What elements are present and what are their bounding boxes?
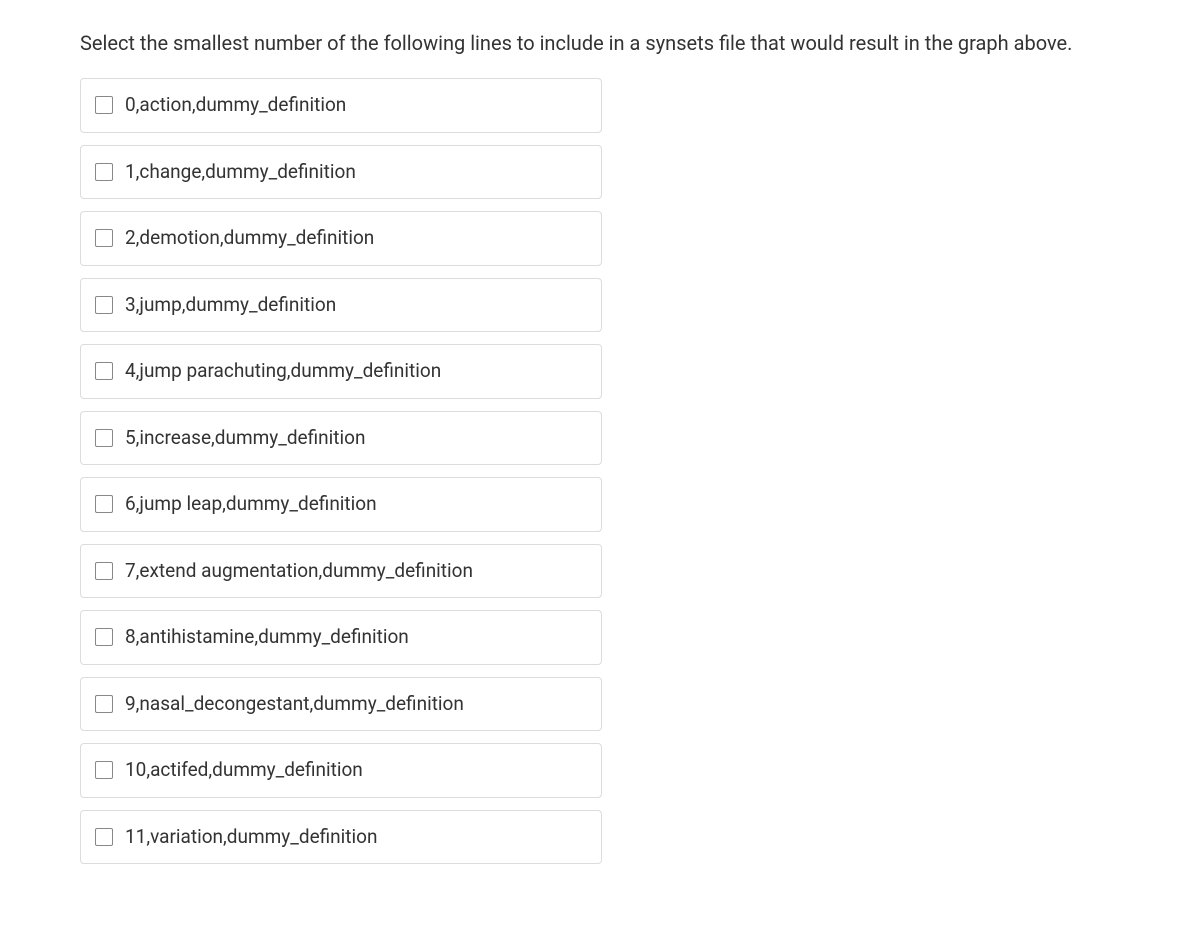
option-label: 5,increase,dummy_definition (125, 424, 365, 453)
option-item[interactable]: 0,action,dummy_definition (80, 78, 602, 133)
option-label: 1,change,dummy_definition (125, 158, 356, 187)
option-item[interactable]: 6,jump leap,dummy_definition (80, 477, 602, 532)
option-label: 0,action,dummy_definition (125, 91, 346, 120)
question-text: Select the smallest number of the follow… (80, 28, 1120, 58)
option-label: 10,actifed,dummy_definition (125, 756, 363, 785)
checkbox[interactable] (95, 362, 113, 380)
checkbox[interactable] (95, 96, 113, 114)
option-item[interactable]: 7,extend augmentation,dummy_definition (80, 544, 602, 599)
option-label: 7,extend augmentation,dummy_definition (125, 557, 473, 586)
checkbox[interactable] (95, 628, 113, 646)
checkbox[interactable] (95, 429, 113, 447)
options-container: 0,action,dummy_definition 1,change,dummy… (80, 78, 602, 864)
option-item[interactable]: 10,actifed,dummy_definition (80, 743, 602, 798)
option-label: 4,jump parachuting,dummy_definition (125, 357, 441, 386)
checkbox[interactable] (95, 695, 113, 713)
option-item[interactable]: 2,demotion,dummy_definition (80, 211, 602, 266)
option-item[interactable]: 5,increase,dummy_definition (80, 411, 602, 466)
option-label: 6,jump leap,dummy_definition (125, 490, 377, 519)
option-label: 11,variation,dummy_definition (125, 823, 377, 852)
checkbox[interactable] (95, 562, 113, 580)
option-label: 3,jump,dummy_definition (125, 291, 336, 320)
checkbox[interactable] (95, 163, 113, 181)
option-item[interactable]: 9,nasal_decongestant,dummy_definition (80, 677, 602, 732)
checkbox[interactable] (95, 296, 113, 314)
option-label: 9,nasal_decongestant,dummy_definition (125, 690, 464, 719)
option-item[interactable]: 11,variation,dummy_definition (80, 810, 602, 865)
option-label: 8,antihistamine,dummy_definition (125, 623, 409, 652)
option-label: 2,demotion,dummy_definition (125, 224, 374, 253)
option-item[interactable]: 3,jump,dummy_definition (80, 278, 602, 333)
option-item[interactable]: 1,change,dummy_definition (80, 145, 602, 200)
option-item[interactable]: 4,jump parachuting,dummy_definition (80, 344, 602, 399)
option-item[interactable]: 8,antihistamine,dummy_definition (80, 610, 602, 665)
checkbox[interactable] (95, 495, 113, 513)
checkbox[interactable] (95, 828, 113, 846)
checkbox[interactable] (95, 229, 113, 247)
checkbox[interactable] (95, 761, 113, 779)
